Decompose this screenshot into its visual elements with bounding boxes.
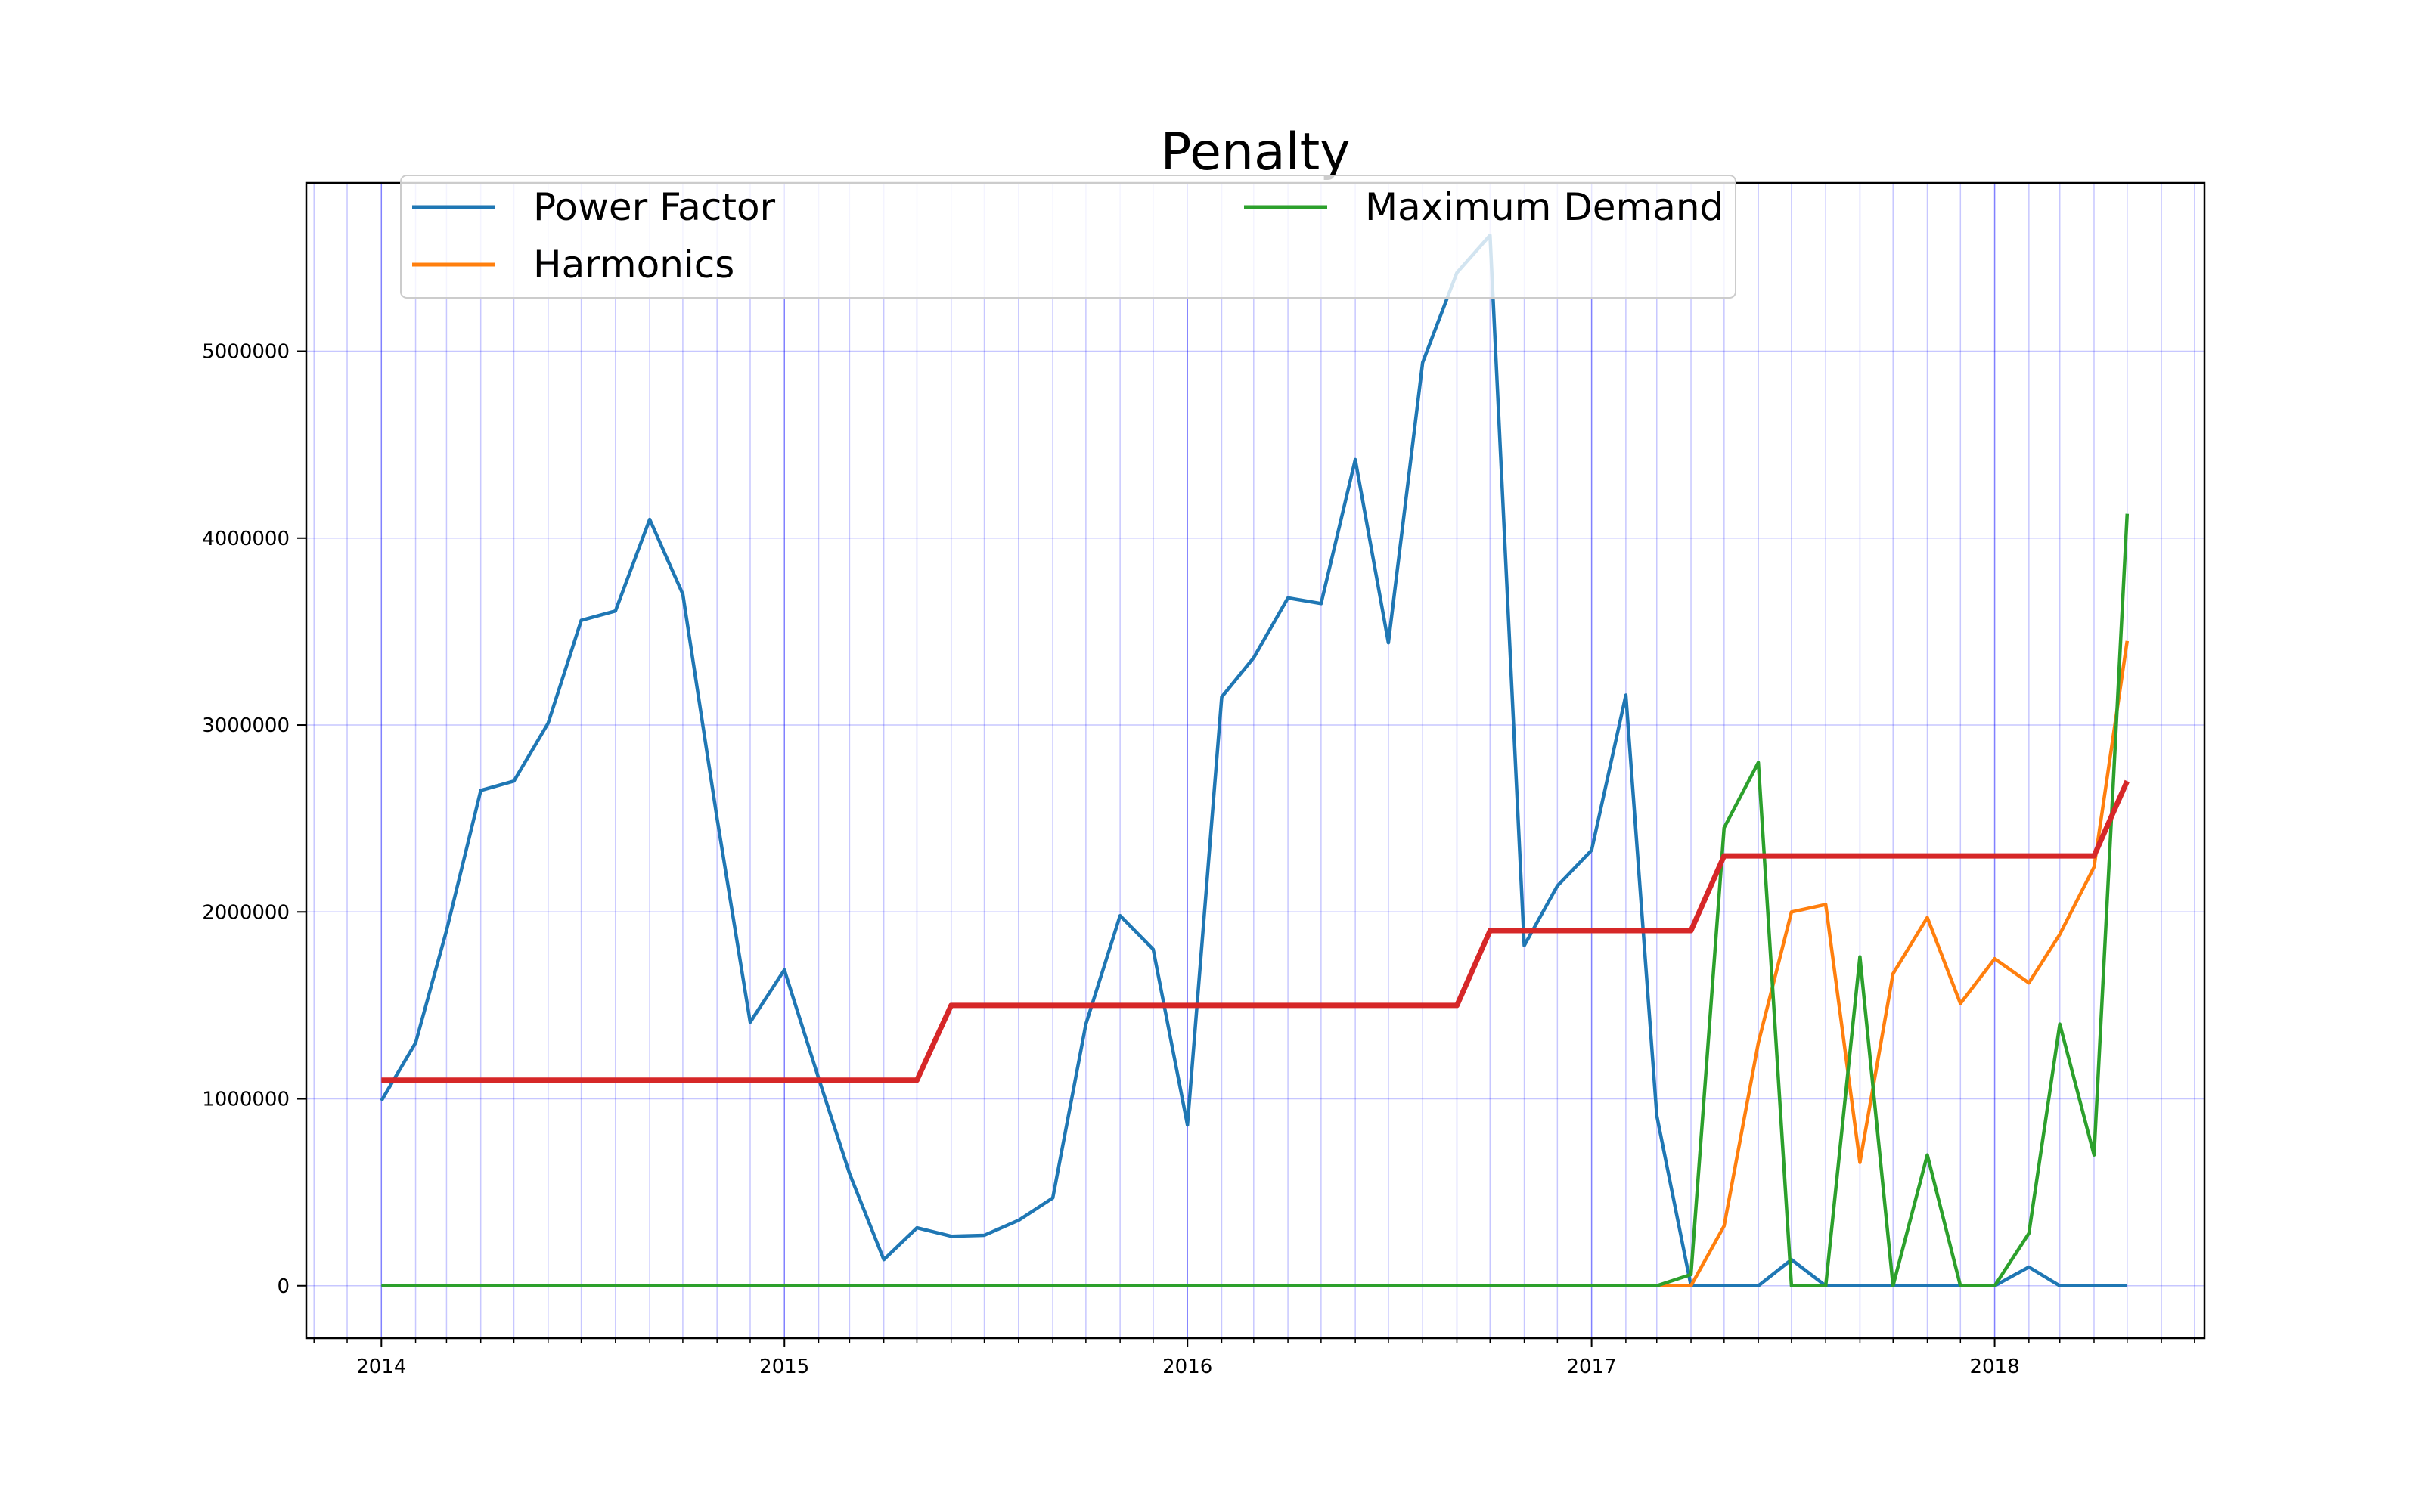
legend-label: Maximum Demand — [1365, 185, 1723, 229]
y-tick-label: 4000000 — [202, 528, 290, 550]
series-line-maximum-demand — [381, 513, 2130, 1288]
x-tick-label: 2015 — [759, 1356, 809, 1378]
grid — [306, 183, 2204, 1338]
plot-frame — [305, 181, 2206, 1340]
y-tick-label: 2000000 — [202, 901, 290, 924]
x-tick-label: 2014 — [356, 1356, 406, 1378]
legend-box — [400, 175, 1736, 299]
legend: Power Factor Harmonics Maximum Demand — [400, 175, 1736, 299]
series-layer — [380, 233, 2130, 1288]
series-line-harmonics — [1656, 640, 2130, 1288]
legend-label: Harmonics — [533, 243, 734, 287]
x-tick-label: 2017 — [1567, 1356, 1617, 1378]
y-tick-label: 3000000 — [202, 714, 290, 737]
y-tick-label: 1000000 — [202, 1089, 290, 1111]
series-line-reference — [381, 779, 2130, 1083]
x-tick-label: 2016 — [1162, 1356, 1212, 1378]
ticks: 2014 2015 2016 2017 2018 0 1000000 2000000 30000… — [202, 341, 2195, 1378]
x-tick-label: 2018 — [1969, 1356, 2019, 1378]
chart-title: Penalty — [1161, 122, 1351, 182]
legend-label: Power Factor — [533, 185, 776, 229]
series-line-power-factor — [380, 233, 2127, 1288]
y-tick-label: 5000000 — [202, 341, 290, 364]
y-tick-label: 0 — [277, 1275, 290, 1298]
